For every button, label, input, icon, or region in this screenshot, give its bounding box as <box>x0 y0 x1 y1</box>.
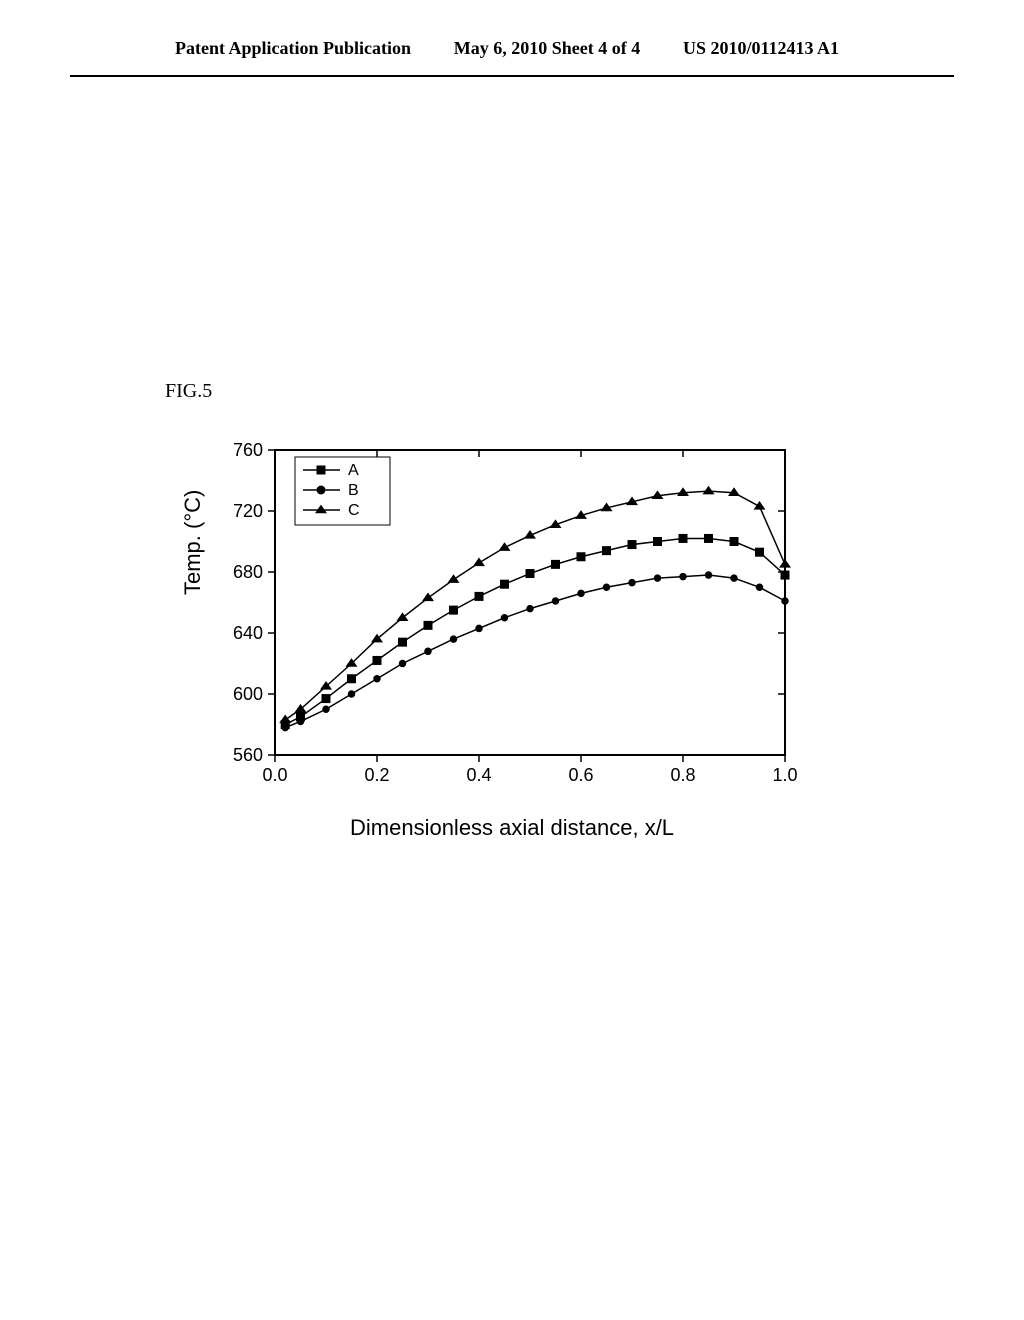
svg-text:0.0: 0.0 <box>262 765 287 785</box>
header-center: May 6, 2010 Sheet 4 of 4 <box>454 38 640 59</box>
x-axis-label: Dimensionless axial distance, x/L <box>350 815 674 841</box>
svg-text:1.0: 1.0 <box>772 765 797 785</box>
page-header: Patent Application Publication May 6, 20… <box>70 0 954 77</box>
svg-text:0.2: 0.2 <box>364 765 389 785</box>
svg-text:600: 600 <box>233 684 263 704</box>
chart-svg: 560 600 640 680 720 760 0.0 0.2 0.4 0.6 0.8 1.0 ABC <box>205 430 805 810</box>
svg-text:B: B <box>348 482 359 499</box>
svg-text:680: 680 <box>233 562 263 582</box>
header-left: Patent Application Publication <box>175 38 411 59</box>
svg-text:760: 760 <box>233 440 263 460</box>
svg-text:A: A <box>348 462 359 479</box>
svg-text:720: 720 <box>233 501 263 521</box>
svg-text:C: C <box>348 502 360 519</box>
chart-container: 560 600 640 680 720 760 0.0 0.2 0.4 0.6 0.8 1.0 ABC <box>205 430 805 810</box>
svg-text:0.6: 0.6 <box>568 765 593 785</box>
header-right: US 2010/0112413 A1 <box>683 38 839 59</box>
svg-text:0.4: 0.4 <box>466 765 491 785</box>
svg-text:0.8: 0.8 <box>670 765 695 785</box>
svg-text:560: 560 <box>233 745 263 765</box>
figure-label: FIG.5 <box>165 380 212 403</box>
y-axis-label: Temp. (°C) <box>180 490 206 595</box>
svg-text:640: 640 <box>233 623 263 643</box>
